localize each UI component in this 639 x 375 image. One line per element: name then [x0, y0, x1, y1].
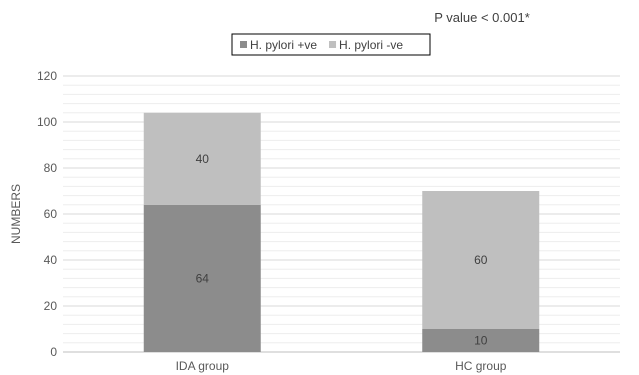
y-tick-label: 100: [37, 115, 57, 129]
y-axis-title: NUMBERS: [9, 184, 23, 244]
p-value-annotation: P value < 0.001*: [434, 10, 530, 25]
y-tick-label: 120: [37, 69, 57, 83]
legend-entry: H. pylori +ve: [250, 38, 317, 52]
y-tick-label: 60: [44, 207, 58, 221]
y-axis-ticks: 0 20 40 60 80 100 120: [37, 69, 57, 359]
x-axis-ticks: IDA group HC group: [176, 359, 507, 373]
bar-positive-hc: [422, 329, 540, 352]
y-tick-label: 0: [50, 345, 57, 359]
bars: [143, 112, 540, 352]
data-label: 60: [474, 253, 488, 267]
legend: H. pylori +ve H. pylori -ve: [231, 33, 431, 56]
bar-positive-ida: [143, 204, 261, 352]
bar-negative-ida: [143, 112, 261, 205]
x-tick-label: HC group: [455, 359, 507, 373]
legend-entry: H. pylori -ve: [339, 38, 403, 52]
data-label: 10: [474, 334, 488, 348]
y-tick-label: 20: [44, 299, 58, 313]
y-tick-label: 80: [44, 161, 58, 175]
legend-swatch: [240, 41, 247, 48]
x-tick-label: IDA group: [176, 359, 230, 373]
data-label: 40: [196, 152, 210, 166]
y-tick-label: 40: [44, 253, 58, 267]
legend-swatch: [329, 41, 337, 48]
bar-negative-hc: [422, 191, 540, 329]
data-label: 64: [196, 271, 210, 285]
data-labels: 64 40 10 60: [196, 152, 488, 348]
